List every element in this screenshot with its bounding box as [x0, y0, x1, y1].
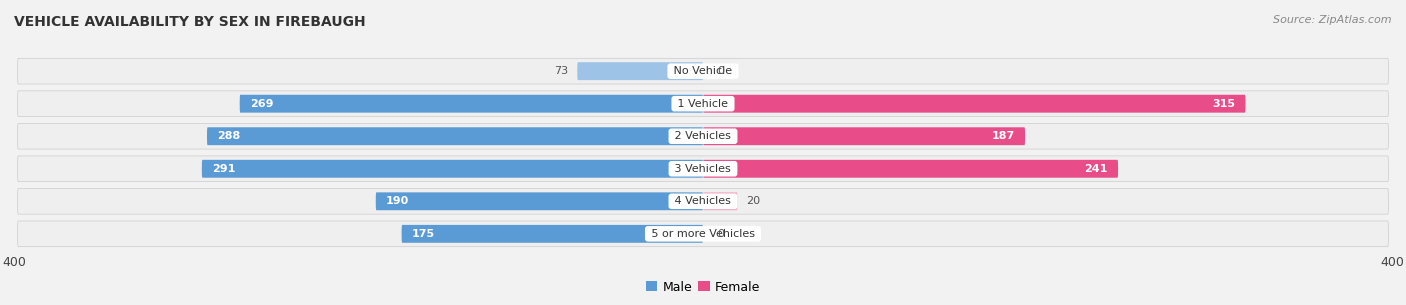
FancyBboxPatch shape — [703, 160, 1118, 178]
FancyBboxPatch shape — [17, 91, 1389, 117]
Text: 73: 73 — [554, 66, 568, 76]
Text: 1 Vehicle: 1 Vehicle — [675, 99, 731, 109]
Text: 3 Vehicles: 3 Vehicles — [672, 164, 734, 174]
Text: No Vehicle: No Vehicle — [671, 66, 735, 76]
Text: 4 Vehicles: 4 Vehicles — [671, 196, 735, 206]
FancyBboxPatch shape — [402, 225, 703, 243]
Text: 175: 175 — [412, 229, 434, 239]
Text: 291: 291 — [212, 164, 236, 174]
Text: 0: 0 — [717, 66, 724, 76]
FancyBboxPatch shape — [17, 124, 1389, 149]
Text: 288: 288 — [218, 131, 240, 141]
Legend: Male, Female: Male, Female — [641, 275, 765, 299]
FancyBboxPatch shape — [17, 188, 1389, 214]
FancyBboxPatch shape — [703, 192, 738, 210]
FancyBboxPatch shape — [207, 127, 703, 145]
FancyBboxPatch shape — [17, 221, 1389, 247]
Text: 269: 269 — [250, 99, 274, 109]
Text: VEHICLE AVAILABILITY BY SEX IN FIREBAUGH: VEHICLE AVAILABILITY BY SEX IN FIREBAUGH — [14, 15, 366, 29]
Text: 241: 241 — [1084, 164, 1108, 174]
Text: 0: 0 — [717, 229, 724, 239]
Text: 187: 187 — [991, 131, 1015, 141]
Text: Source: ZipAtlas.com: Source: ZipAtlas.com — [1274, 15, 1392, 25]
FancyBboxPatch shape — [578, 62, 703, 80]
Text: 2 Vehicles: 2 Vehicles — [671, 131, 735, 141]
Text: 190: 190 — [387, 196, 409, 206]
FancyBboxPatch shape — [17, 58, 1389, 84]
FancyBboxPatch shape — [202, 160, 703, 178]
FancyBboxPatch shape — [239, 95, 703, 113]
FancyBboxPatch shape — [375, 192, 703, 210]
FancyBboxPatch shape — [703, 95, 1246, 113]
FancyBboxPatch shape — [703, 127, 1025, 145]
Text: 315: 315 — [1212, 99, 1236, 109]
FancyBboxPatch shape — [17, 156, 1389, 181]
Text: 5 or more Vehicles: 5 or more Vehicles — [648, 229, 758, 239]
Text: 20: 20 — [747, 196, 761, 206]
